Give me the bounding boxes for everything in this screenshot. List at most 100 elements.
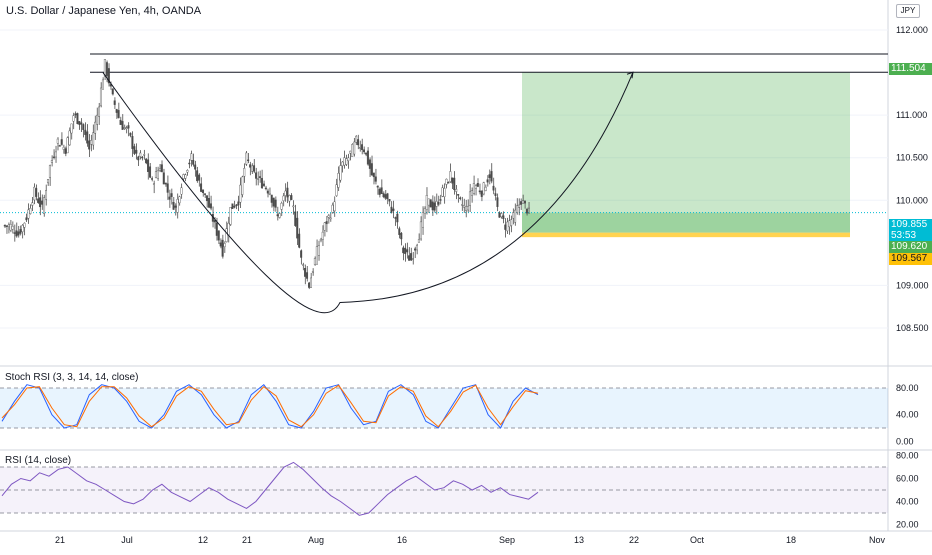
current-price-label: 109.855 — [889, 219, 932, 231]
candle-body — [107, 68, 110, 84]
candle-body — [258, 176, 261, 178]
candle-body — [400, 233, 403, 240]
candle-body — [243, 168, 246, 177]
candle-body — [347, 157, 350, 161]
candle-body — [52, 156, 55, 159]
candle-body — [410, 253, 413, 261]
candle-body — [402, 247, 405, 254]
candle-body — [11, 226, 14, 230]
candle-body — [5, 225, 8, 227]
candle-body — [272, 197, 275, 207]
candle-body — [361, 144, 364, 150]
candle-body — [41, 200, 44, 205]
candle-body — [512, 212, 515, 219]
candle-body — [337, 173, 340, 188]
candle-body — [200, 183, 203, 192]
candle-body — [174, 205, 177, 208]
candle-body — [313, 258, 316, 265]
price-tick-label: 108.500 — [896, 323, 929, 333]
candle-body — [419, 221, 422, 240]
candle-body — [506, 221, 509, 232]
stoch-tick-label: 80.00 — [896, 383, 919, 393]
candle-body — [262, 183, 265, 186]
candle-body — [504, 224, 507, 230]
currency-badge[interactable]: JPY — [896, 4, 920, 18]
candle-body — [84, 129, 87, 135]
candle-body — [378, 188, 381, 195]
time-tick-label: 21 — [55, 535, 65, 545]
candle-body — [463, 205, 466, 208]
candle-body — [13, 232, 16, 234]
candle-body — [202, 189, 205, 194]
candle-body — [253, 165, 256, 172]
candle-body — [117, 110, 120, 118]
candle-body — [39, 197, 42, 208]
candle-body — [304, 268, 307, 277]
candle-body — [127, 125, 130, 129]
candle-body — [215, 222, 218, 236]
candle-body — [125, 127, 128, 129]
candle-body — [231, 203, 234, 209]
candle-body — [156, 170, 159, 179]
stoch-rsi-legend[interactable]: Stoch RSI (3, 3, 14, 14, close) — [5, 372, 139, 383]
candle-body — [119, 119, 122, 125]
candle-body — [123, 127, 126, 129]
candle-body — [7, 224, 10, 227]
candle-body — [113, 100, 116, 105]
rsi-tick-label: 80.00 — [896, 451, 919, 461]
candle-body — [60, 139, 63, 145]
candle-body — [180, 187, 183, 195]
candle-body — [374, 176, 377, 182]
candle-body — [68, 130, 71, 146]
candle-body — [433, 202, 436, 211]
candle-body — [21, 225, 24, 233]
candle-body — [382, 193, 385, 198]
filled-profit-zone — [522, 212, 850, 233]
candle-body — [239, 184, 242, 203]
candle-body — [317, 245, 320, 256]
time-tick-label: Aug — [308, 535, 324, 545]
candle-body — [500, 213, 503, 218]
candle-body — [309, 277, 312, 288]
candle-body — [472, 183, 475, 194]
candle-body — [96, 114, 99, 125]
rsi-legend[interactable]: RSI (14, close) — [5, 455, 72, 466]
candle-body — [225, 228, 228, 242]
candle-body — [459, 197, 462, 199]
candle-body — [154, 171, 157, 179]
stop-zone — [522, 232, 850, 238]
candle-body — [435, 201, 438, 207]
candle-body — [98, 106, 101, 117]
candle-body — [66, 137, 69, 154]
candle-body — [359, 146, 362, 149]
candle-body — [182, 174, 185, 179]
candle-body — [141, 156, 144, 159]
candle-body — [490, 171, 493, 182]
candle-body — [233, 205, 236, 208]
candle-body — [3, 225, 6, 227]
candle-body — [525, 208, 528, 214]
candle-body — [76, 113, 79, 124]
candle-body — [461, 204, 464, 206]
candle-body — [421, 212, 424, 228]
candle-body — [510, 219, 513, 226]
candle-body — [486, 179, 489, 183]
candle-body — [484, 186, 487, 191]
candle-body — [15, 230, 18, 237]
stoch-band — [0, 388, 888, 428]
candle-body — [439, 199, 442, 201]
candle-body — [50, 160, 53, 163]
candle-body — [516, 205, 519, 213]
candle-body — [33, 186, 36, 201]
candle-body — [447, 182, 450, 184]
candle-body — [260, 177, 263, 189]
price-tick-label: 109.000 — [896, 280, 929, 290]
bar-countdown-label: 53:53 — [889, 230, 932, 242]
candle-body — [48, 165, 51, 178]
candle-body — [245, 152, 248, 165]
time-tick-label: 16 — [397, 535, 407, 545]
candle-body — [131, 136, 134, 149]
candle-body — [453, 177, 456, 191]
